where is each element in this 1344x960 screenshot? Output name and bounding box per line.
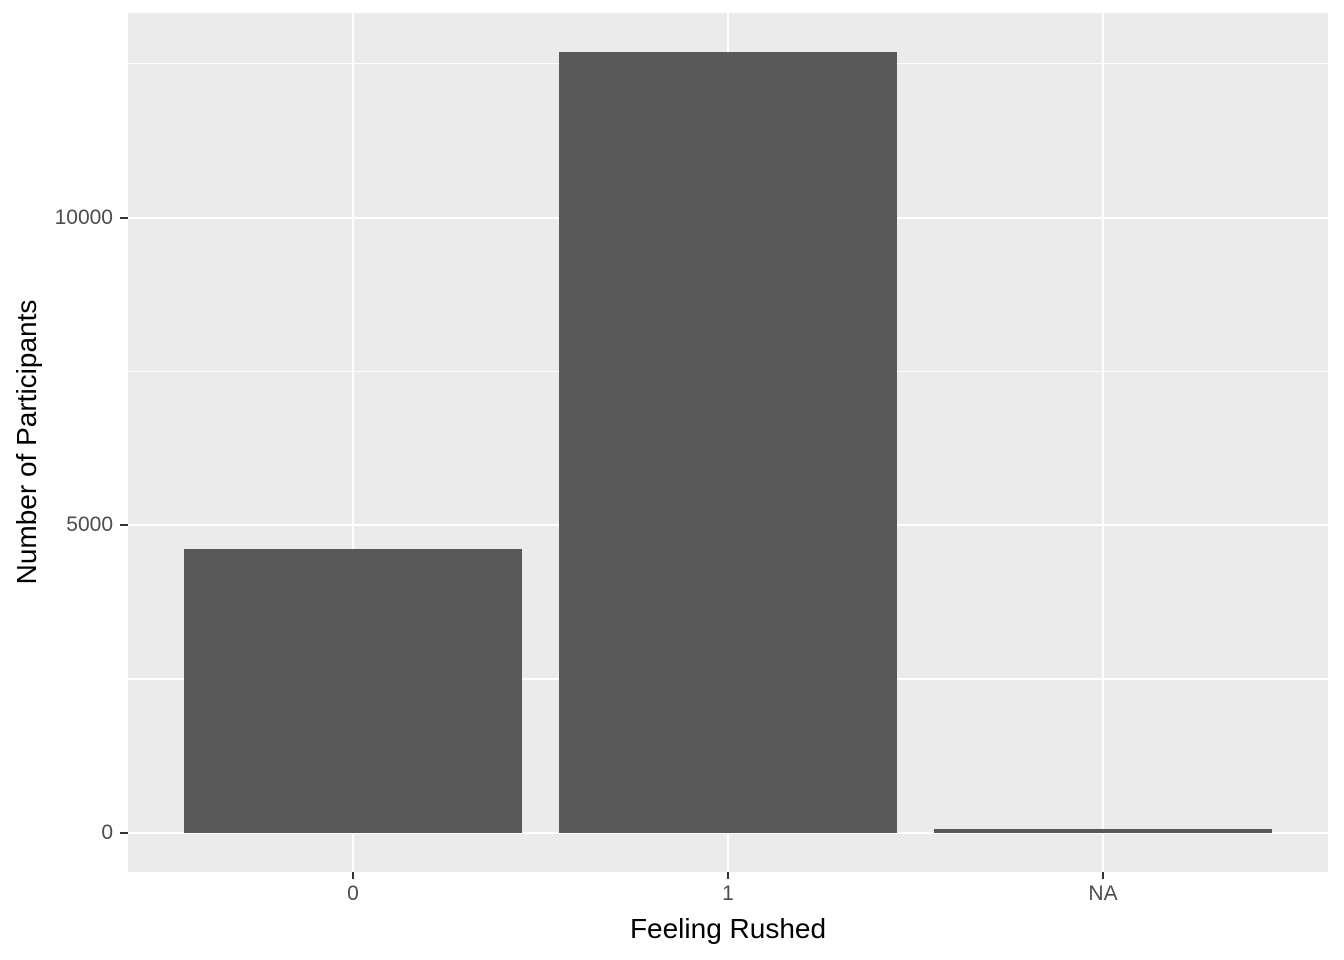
x-tick-label: 1 — [722, 882, 734, 905]
bar-0 — [184, 548, 522, 833]
plot-panel — [128, 13, 1328, 872]
x-gridline-major — [352, 13, 354, 872]
y-tick-mark — [120, 216, 128, 219]
y-tick-mark — [120, 524, 128, 527]
y-tick-label: 5000 — [66, 513, 113, 537]
y-tick-label: 10000 — [54, 205, 113, 229]
bars-layer — [128, 13, 1328, 872]
x-gridline-major — [1102, 13, 1104, 872]
x-axis-title: Feeling Rushed — [629, 913, 827, 944]
x-tick-label: NA — [1088, 882, 1118, 905]
y-tick-label: 0 — [101, 820, 113, 844]
x-tick-mark — [1102, 872, 1104, 879]
y-tick-mark — [120, 831, 128, 834]
bar-NA — [934, 829, 1272, 833]
bar-1 — [559, 52, 897, 833]
x-tick-mark — [352, 872, 354, 879]
x-tick-label: 0 — [347, 882, 359, 905]
x-tick-mark — [727, 872, 729, 879]
